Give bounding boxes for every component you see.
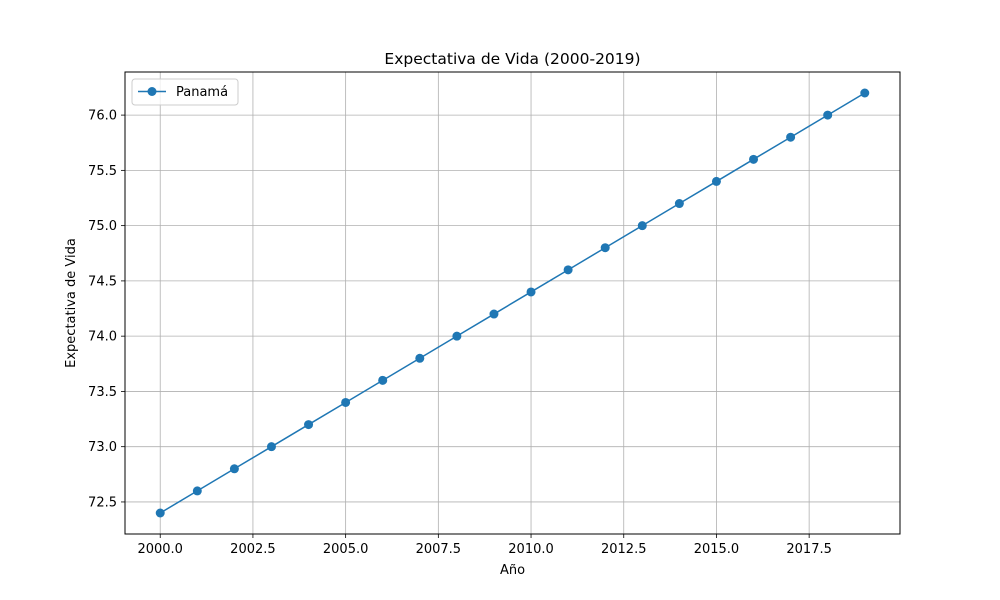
grid-lines (125, 72, 900, 534)
data-series (155, 88, 870, 518)
legend-box (131, 78, 239, 106)
y-tick-label: 76.0 (88, 109, 117, 124)
data-point (563, 265, 573, 275)
y-tick-label: 72.5 (88, 495, 117, 510)
x-tick-label: 2010.0 (508, 542, 554, 557)
data-point (786, 132, 796, 142)
data-point (229, 464, 239, 474)
x-tick-label: 2002.5 (230, 542, 276, 557)
data-point (860, 88, 870, 98)
data-point (749, 154, 759, 164)
y-tick-label: 74.0 (88, 330, 117, 345)
data-point (526, 287, 536, 297)
legend-marker-swatch (147, 87, 157, 96)
data-point (192, 486, 202, 496)
data-point (600, 243, 610, 253)
x-tick-label: 2015.0 (694, 542, 740, 557)
data-point (823, 110, 833, 120)
y-tick-label: 73.5 (88, 385, 117, 400)
plot-area-frame (124, 71, 901, 535)
data-point (674, 199, 684, 209)
y-tick-label: 75.0 (88, 219, 117, 234)
chart-title: Expectativa de Vida (2000-2019) (384, 50, 640, 68)
x-tick-label: 2005.0 (323, 542, 369, 557)
data-point (489, 309, 499, 319)
x-tick-label: 2007.5 (416, 542, 462, 557)
data-point (155, 508, 165, 518)
data-point (266, 442, 276, 452)
legend: Panamá (131, 78, 239, 106)
y-tick-label: 73.0 (88, 440, 117, 455)
x-tick-label: 2017.5 (786, 542, 832, 557)
y-axis-label: Expectativa de Vida (64, 238, 79, 368)
data-point (341, 397, 351, 407)
data-point (378, 375, 388, 385)
data-point (452, 331, 462, 341)
legend-label: Panamá (176, 85, 228, 100)
series-line (159, 92, 866, 514)
data-point (637, 221, 647, 231)
y-tick-label: 75.5 (88, 164, 117, 179)
y-axis-ticks: 72.5 73.0 73.5 74.0 74.5 75.0 75.5 76.0 (88, 109, 125, 510)
x-tick-label: 2000.0 (137, 542, 183, 557)
data-point (415, 353, 425, 363)
y-tick-label: 74.5 (88, 274, 117, 289)
data-point (304, 420, 314, 430)
x-tick-label: 2012.5 (601, 542, 647, 557)
x-axis-ticks: 2000.0 2002.5 2005.0 2007.5 2010.0 2012.5 2015… (137, 534, 832, 557)
x-axis-label: Año (500, 563, 525, 578)
data-point (711, 176, 721, 186)
